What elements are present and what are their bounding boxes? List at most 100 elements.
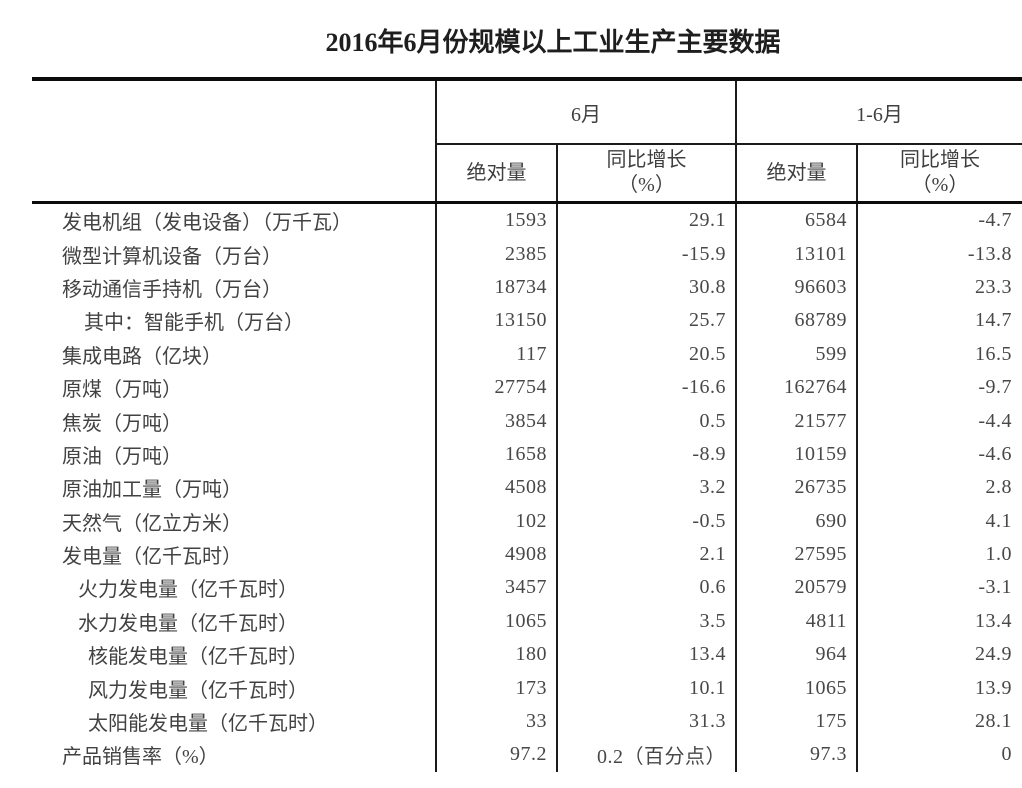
h1-absolute-value: 26735 — [737, 471, 858, 505]
h1-yoy-value: 16.5 — [975, 342, 1012, 365]
jun-absolute-value: 1593 — [437, 204, 558, 238]
table-row: 原煤（万吨） 27754 -16.6 162764 -9.7 — [32, 370, 1022, 405]
jun-yoy-value: -8.9 — [558, 437, 737, 472]
table-row: 产品销售率（%） 97.2 0.2（百分点） 97.3 0 — [32, 738, 1022, 772]
table-top-rule — [32, 77, 1022, 81]
row-label: 发电量（亿千瓦时） — [32, 537, 437, 572]
row-label: 焦炭（万吨） — [32, 404, 437, 438]
jun-yoy-value: 0.5 — [558, 404, 737, 438]
row-label: 移动通信手持机（万台） — [32, 270, 437, 305]
jun-absolute-value: 2385 — [437, 237, 558, 271]
subheader-text: 绝对量 — [766, 161, 827, 184]
column-group-jun: 6月 — [437, 81, 737, 145]
table-row: 其中：智能手机（万台） 13150 25.7 68789 14.7 — [32, 304, 1022, 338]
jun-yoy-value: -0.5 — [558, 504, 737, 538]
header-divider-rule — [32, 201, 1022, 204]
h1-absolute-value: 10159 — [737, 437, 858, 472]
table-row: 微型计算机设备（万台） 2385 -15.9 13101 -13.8 — [32, 237, 1022, 271]
table-row: 发电量（亿千瓦时） 4908 2.1 27595 1.0 — [32, 537, 1022, 572]
h1-yoy-value: 0 — [1001, 743, 1012, 766]
table-row: 原油加工量（万吨） 4508 3.2 26735 2.8 — [32, 471, 1022, 505]
jun-yoy-value: -16.6 — [558, 370, 737, 405]
h1-absolute-value: 13101 — [737, 237, 858, 271]
row-label: 产品销售率（%） — [32, 738, 437, 772]
jun-yoy-value: 10.1 — [558, 671, 737, 705]
table-row: 发电机组（发电设备）（万千瓦） 1593 29.1 6584 -4.7 — [32, 204, 1022, 238]
row-label: 其中：智能手机（万台） — [32, 304, 437, 338]
jun-absolute-value: 27754 — [437, 370, 558, 405]
row-label: 水力发电量（亿千瓦时） — [32, 604, 437, 639]
h1-yoy-value: 1.0 — [985, 543, 1012, 566]
row-label: 火力发电量（亿千瓦时） — [32, 571, 437, 605]
column-group-jan-jun: 1-6月 — [737, 81, 1022, 145]
header-blank-cell — [32, 81, 437, 201]
h1-yoy-value: -13.8 — [967, 242, 1012, 265]
table-row: 天然气（亿立方米） 102 -0.5 690 4.1 — [32, 504, 1022, 538]
h1-absolute-value: 964 — [737, 638, 858, 672]
subheader-jun-yoy: 同比增长 （%） — [558, 145, 737, 201]
jun-yoy-value: 2.1 — [558, 537, 737, 572]
h1-absolute-value: 27595 — [737, 537, 858, 572]
jun-yoy-value: 3.2 — [558, 471, 737, 505]
row-label: 原油加工量（万吨） — [32, 471, 437, 505]
h1-yoy-value: -3.1 — [978, 576, 1012, 599]
h1-absolute-value: 4811 — [737, 604, 858, 639]
row-label: 核能发电量（亿千瓦时） — [32, 638, 437, 672]
row-label: 太阳能发电量（亿千瓦时） — [32, 704, 437, 739]
jun-absolute-value: 1065 — [437, 604, 558, 639]
jun-absolute-value: 173 — [437, 671, 558, 705]
row-label: 风力发电量（亿千瓦时） — [32, 671, 437, 705]
jun-absolute-value: 102 — [437, 504, 558, 538]
h1-yoy-value: 2.8 — [985, 476, 1012, 499]
jun-absolute-value: 18734 — [437, 270, 558, 305]
subheader-text-line1: 同比增长 — [900, 149, 980, 171]
h1-yoy-value: 23.3 — [975, 275, 1012, 298]
table-row: 火力发电量（亿千瓦时） 3457 0.6 20579 -3.1 — [32, 571, 1022, 605]
h1-absolute-value: 68789 — [737, 304, 858, 338]
jun-absolute-value: 4908 — [437, 537, 558, 572]
jun-yoy-value: 30.8 — [558, 270, 737, 305]
h1-absolute-value: 96603 — [737, 270, 858, 305]
h1-yoy-value: -4.7 — [978, 209, 1012, 232]
subheader-text: 绝对量 — [466, 161, 527, 184]
h1-yoy-value: 13.9 — [975, 676, 1012, 699]
jun-yoy-value: 0.2（百分点） — [558, 738, 737, 772]
h1-absolute-value: 162764 — [737, 370, 858, 405]
jun-absolute-value: 97.2 — [437, 738, 558, 772]
table-row: 风力发电量（亿千瓦时） 173 10.1 1065 13.9 — [32, 671, 1022, 705]
table-row: 太阳能发电量（亿千瓦时） 33 31.3 175 28.1 — [32, 704, 1022, 739]
table-header: 6月 1-6月 绝对量 同比增长 （%） 绝对量 同比增长 （%） — [32, 81, 1022, 201]
h1-absolute-value: 6584 — [737, 204, 858, 238]
row-label: 微型计算机设备（万台） — [32, 237, 437, 271]
jun-yoy-value: 0.6 — [558, 571, 737, 605]
h1-yoy-value: -9.7 — [978, 376, 1012, 399]
h1-yoy-value: 28.1 — [975, 710, 1012, 733]
jun-yoy-value: 20.5 — [558, 337, 737, 371]
jun-yoy-value: 13.4 — [558, 638, 737, 672]
subheader-jun-absolute: 绝对量 — [437, 145, 558, 201]
table-row: 原油（万吨） 1658 -8.9 10159 -4.6 — [32, 437, 1022, 472]
jun-absolute-value: 3854 — [437, 404, 558, 438]
table-row: 水力发电量（亿千瓦时） 1065 3.5 4811 13.4 — [32, 604, 1022, 639]
h1-yoy-value: 13.4 — [975, 609, 1012, 632]
subheader-text-line1: 同比增长 — [606, 149, 687, 171]
table-row: 核能发电量（亿千瓦时） 180 13.4 964 24.9 — [32, 638, 1022, 672]
table-body: 发电机组（发电设备）（万千瓦） 1593 29.1 6584 -4.7 微型计算… — [32, 204, 1022, 772]
h1-absolute-value: 1065 — [737, 671, 858, 705]
h1-absolute-value: 599 — [737, 337, 858, 371]
jun-absolute-value: 180 — [437, 638, 558, 672]
h1-yoy-value: 4.1 — [985, 509, 1012, 532]
jun-absolute-value: 13150 — [437, 304, 558, 338]
table-row: 移动通信手持机（万台） 18734 30.8 96603 23.3 — [32, 270, 1022, 305]
subheader-text-line2: （%） — [618, 174, 675, 196]
jun-yoy-value: 29.1 — [558, 204, 737, 238]
subheader-h1-absolute: 绝对量 — [737, 145, 858, 201]
page-title: 2016年6月份规模以上工业生产主要数据 — [325, 28, 781, 57]
jun-absolute-value: 4508 — [437, 471, 558, 505]
h1-absolute-value: 21577 — [737, 404, 858, 438]
jun-absolute-value: 3457 — [437, 571, 558, 605]
table-row: 焦炭（万吨） 3854 0.5 21577 -4.4 — [32, 404, 1022, 438]
table-row: 集成电路（亿块） 117 20.5 599 16.5 — [32, 337, 1022, 371]
row-label: 原煤（万吨） — [32, 370, 437, 405]
row-label: 发电机组（发电设备）（万千瓦） — [32, 204, 437, 238]
